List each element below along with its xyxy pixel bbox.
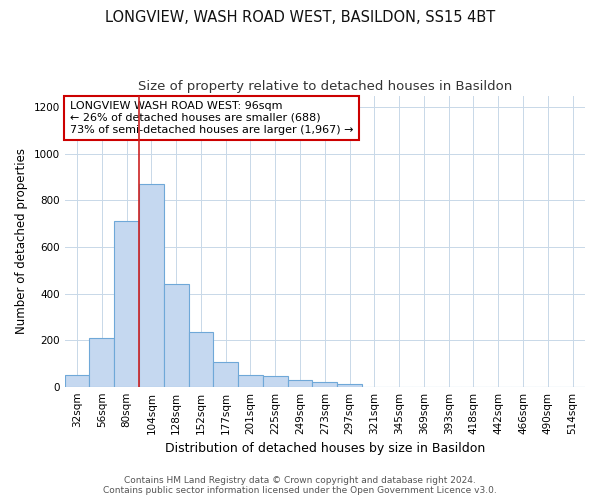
Bar (238, 375, 263, 386)
Bar (114, 222, 139, 386)
Title: Size of property relative to detached houses in Basildon: Size of property relative to detached ho… (138, 80, 512, 93)
Bar (337, 384, 362, 386)
X-axis label: Distribution of detached houses by size in Basildon: Distribution of detached houses by size … (165, 442, 485, 455)
Bar (188, 332, 214, 386)
Y-axis label: Number of detached properties: Number of detached properties (15, 148, 28, 334)
Bar (65, 375, 89, 386)
Bar (287, 380, 313, 386)
Bar (139, 184, 164, 386)
Bar (164, 284, 188, 386)
Bar (263, 376, 287, 386)
Text: Contains HM Land Registry data © Crown copyright and database right 2024.
Contai: Contains HM Land Registry data © Crown c… (103, 476, 497, 495)
Text: LONGVIEW WASH ROAD WEST: 96sqm
← 26% of detached houses are smaller (688)
73% of: LONGVIEW WASH ROAD WEST: 96sqm ← 26% of … (70, 102, 353, 134)
Bar (313, 382, 337, 386)
Bar (89, 338, 114, 386)
Bar (214, 362, 238, 386)
Text: LONGVIEW, WASH ROAD WEST, BASILDON, SS15 4BT: LONGVIEW, WASH ROAD WEST, BASILDON, SS15… (105, 10, 495, 25)
